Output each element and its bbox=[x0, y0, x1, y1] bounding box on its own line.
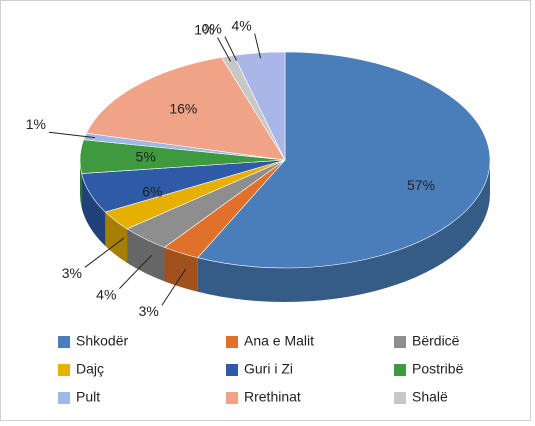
slice-side bbox=[81, 173, 106, 247]
slice-side bbox=[164, 247, 198, 292]
data-label: 4% bbox=[96, 286, 116, 302]
leader-line bbox=[254, 33, 262, 59]
legend-label: Shalë bbox=[412, 389, 448, 405]
legend-swatch bbox=[58, 364, 70, 376]
legend-swatch bbox=[394, 364, 406, 376]
legend-swatch bbox=[394, 336, 406, 348]
legend-label: Guri i Zi bbox=[244, 361, 293, 377]
slice-side bbox=[197, 160, 490, 302]
slice-side bbox=[105, 212, 128, 263]
slice bbox=[85, 56, 286, 161]
leader-line bbox=[48, 131, 95, 139]
legend-swatch bbox=[394, 392, 406, 404]
legend-label: Pult bbox=[76, 389, 100, 405]
data-label: 6% bbox=[142, 184, 162, 200]
leader-line bbox=[161, 268, 187, 306]
leader-line bbox=[84, 237, 125, 268]
legend-label: Rrethinat bbox=[244, 389, 301, 405]
data-label: 1% bbox=[194, 21, 214, 37]
data-label: 5% bbox=[136, 148, 156, 164]
legend-label: Ana e Malit bbox=[244, 333, 314, 349]
data-label: 3% bbox=[139, 303, 159, 319]
data-label: 1% bbox=[26, 116, 46, 132]
data-label: 3% bbox=[62, 265, 82, 281]
slice-side bbox=[127, 228, 165, 282]
legend-label: Shkodër bbox=[76, 333, 128, 349]
leader-line bbox=[217, 37, 232, 62]
leader-line bbox=[224, 36, 238, 61]
legend-swatch bbox=[58, 336, 70, 348]
data-label: 57% bbox=[407, 177, 435, 193]
slice bbox=[197, 51, 491, 269]
legend-label: Bërdicë bbox=[412, 333, 460, 349]
data-label: 4% bbox=[231, 17, 251, 33]
legend-swatch bbox=[226, 392, 238, 404]
legend-swatch bbox=[58, 392, 70, 404]
data-label: 16% bbox=[169, 100, 197, 116]
leader-line bbox=[119, 254, 153, 289]
data-label: 0% bbox=[202, 20, 222, 36]
legend-label: Dajç bbox=[76, 361, 104, 377]
legend-label: Postribë bbox=[412, 361, 464, 377]
legend-swatch bbox=[226, 336, 238, 348]
legend-swatch bbox=[226, 364, 238, 376]
